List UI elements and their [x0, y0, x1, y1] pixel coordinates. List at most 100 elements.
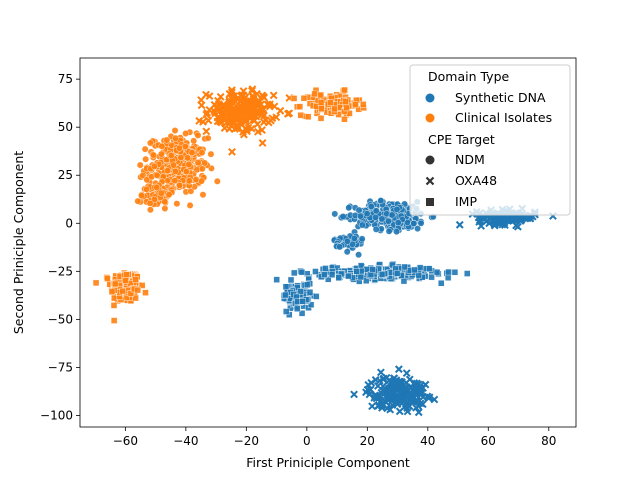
data-point: [119, 287, 126, 295]
data-point: [147, 206, 154, 214]
data-point: [455, 220, 464, 229]
data-point: [358, 235, 366, 243]
data-point: [303, 281, 311, 288]
data-point: [176, 181, 183, 189]
data-point: [304, 113, 312, 121]
data-point: [150, 196, 158, 203]
data-point: [307, 301, 315, 308]
data-point: [363, 210, 371, 218]
data-point: [368, 402, 377, 411]
data-point: [297, 288, 304, 295]
data-point: [386, 405, 395, 414]
data-point: [276, 106, 285, 115]
data-point: [418, 400, 427, 409]
data-point: [377, 197, 385, 204]
data-point: [186, 202, 194, 209]
data-point: [444, 274, 452, 281]
x-tick-label: 40: [420, 434, 435, 448]
data-point: [296, 103, 304, 110]
data-point: [343, 248, 351, 256]
data-point: [197, 96, 206, 104]
data-point: [346, 110, 353, 117]
data-point: [175, 144, 183, 152]
data-point: [437, 280, 445, 287]
data-point: [254, 127, 262, 136]
legend-marker-synthetic-dna: [425, 93, 435, 103]
data-point: [241, 93, 250, 102]
data-point: [258, 91, 267, 100]
data-point: [213, 177, 221, 185]
data-point: [171, 168, 179, 175]
data-point: [345, 272, 352, 280]
data-point: [372, 214, 379, 221]
y-tick-label: 0: [65, 216, 73, 230]
data-point: [499, 218, 507, 227]
data-point: [355, 206, 363, 214]
data-point: [139, 172, 147, 179]
data-point: [291, 269, 298, 277]
data-point: [372, 207, 380, 215]
data-point: [403, 407, 412, 416]
data-point: [375, 376, 384, 385]
data-point: [136, 161, 144, 169]
data-point: [350, 235, 358, 242]
y-tick-label: −100: [40, 408, 73, 422]
data-point: [322, 265, 329, 272]
legend-box: [409, 64, 571, 216]
data-point: [341, 116, 348, 123]
data-point: [229, 106, 238, 114]
x-axis-ticks: −60 −40 −20 0 20 40 60 80: [113, 427, 556, 448]
data-point: [294, 305, 301, 312]
data-point: [185, 177, 193, 185]
data-point: [293, 284, 301, 291]
data-point: [343, 104, 350, 112]
data-point: [393, 228, 400, 236]
y-tick-label: 25: [58, 168, 73, 182]
data-point: [385, 227, 393, 235]
legend-label-imp: IMP: [455, 194, 477, 209]
data-point: [151, 162, 158, 170]
data-point: [417, 219, 425, 227]
data-point: [359, 221, 366, 229]
data-point: [387, 384, 396, 393]
data-point: [207, 150, 215, 158]
data-point: [283, 109, 292, 118]
data-point: [287, 276, 295, 284]
y-tick-label: 75: [58, 72, 73, 86]
data-point: [216, 92, 225, 101]
data-point: [352, 101, 359, 109]
data-point: [318, 105, 325, 112]
data-point: [341, 86, 348, 94]
data-point: [269, 91, 278, 100]
data-point: [266, 100, 274, 109]
data-point: [161, 198, 169, 206]
legend: Domain Type Synthetic DNA Clinical Isola…: [409, 64, 571, 216]
x-tick-label: 20: [360, 434, 375, 448]
data-point: [336, 243, 344, 251]
data-point: [177, 154, 185, 161]
data-point: [317, 99, 325, 106]
data-point: [249, 116, 258, 124]
data-point: [477, 222, 486, 230]
data-point: [215, 102, 224, 110]
data-point: [425, 393, 434, 402]
data-point: [205, 105, 214, 114]
data-point: [350, 390, 358, 399]
x-tick-label: 0: [303, 434, 311, 448]
data-point: [430, 395, 439, 404]
data-point: [229, 99, 238, 108]
data-point: [331, 105, 338, 113]
data-point: [321, 271, 328, 278]
data-point: [395, 394, 404, 403]
data-point: [264, 118, 273, 127]
data-point: [290, 95, 298, 102]
data-point: [311, 90, 318, 98]
data-point: [372, 225, 380, 233]
data-point: [313, 293, 320, 300]
legend-hue-title: Domain Type: [428, 69, 509, 84]
data-point: [522, 214, 531, 223]
data-point: [226, 117, 235, 126]
data-point: [402, 369, 411, 378]
y-tick-label: 50: [58, 120, 73, 134]
